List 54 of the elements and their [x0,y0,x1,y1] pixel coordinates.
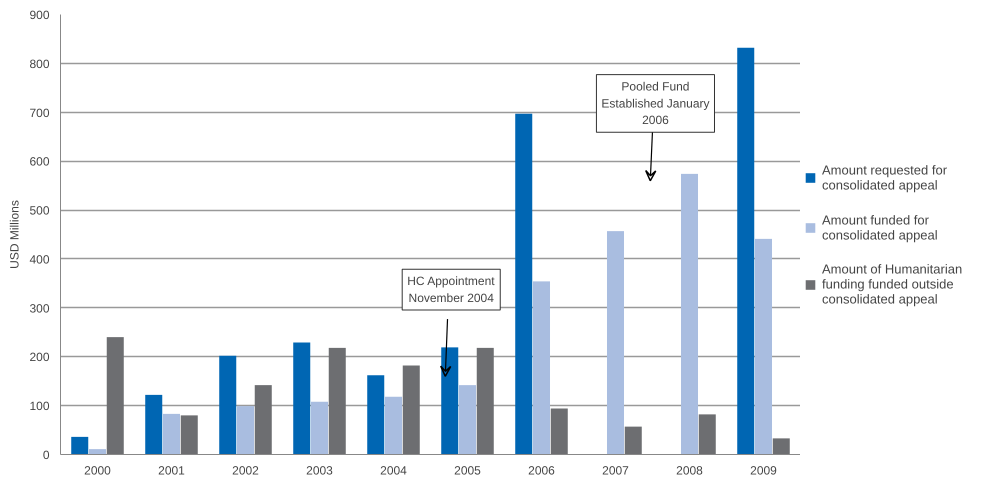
bar [476,348,494,454]
annotation: Pooled Fund Established January 2006 [601,80,710,128]
bar [162,414,180,454]
y-tick-label: 800 [29,56,50,71]
x-tick-label: 2002 [232,464,260,478]
bar [254,385,272,454]
legend-label: Amount requested for consolidated appeal [822,162,948,194]
bar [219,356,236,454]
bar [754,238,772,454]
bar [550,408,568,454]
bar [458,385,476,454]
bar [772,438,790,454]
bar [402,366,420,454]
y-tick-label: 300 [29,301,50,316]
bar [328,348,346,454]
x-tick-label: 2005 [454,464,482,478]
bar [624,426,642,454]
bar [236,406,254,454]
bar [71,436,88,454]
bar [384,396,402,454]
annotation: HC Appointment November 2004 [407,274,496,306]
legend-label: Amount of Humanitarian funding funded outside consolidated appeal [822,262,962,306]
bar [680,174,698,454]
bar [532,281,550,454]
y-tick-label: 400 [29,252,50,266]
bar [293,342,310,454]
x-tick-label: 2007 [602,464,630,478]
bar [310,402,328,454]
y-tick-label: 500 [29,204,50,218]
y-tick-label: 0 [42,448,50,462]
x-tick-label: 2008 [676,464,704,478]
y-tick-label: 900 [29,8,50,22]
x-tick-label: 2004 [380,464,408,478]
x-tick-label: 2009 [750,464,778,478]
y-axis-title: USD Millions [7,200,22,269]
bar [515,114,532,454]
bar [698,414,716,454]
bar [180,415,198,454]
y-tick-label: 600 [29,154,50,169]
y-tick-label: 700 [29,106,50,120]
bar [737,48,754,454]
x-tick-label: 2001 [158,464,186,478]
x-tick-label: 2003 [306,464,334,478]
bar [106,337,124,454]
y-tick-label: 200 [29,350,50,364]
y-tick-label: 100 [29,399,50,414]
x-tick-label: 2006 [528,464,556,478]
bar [145,394,162,454]
bar [606,231,624,454]
x-tick-label: 2000 [84,464,112,478]
legend-label: Amount funded for consolidated appeal [822,212,938,244]
bar [441,347,458,454]
bar [88,449,106,454]
bar [367,375,384,454]
